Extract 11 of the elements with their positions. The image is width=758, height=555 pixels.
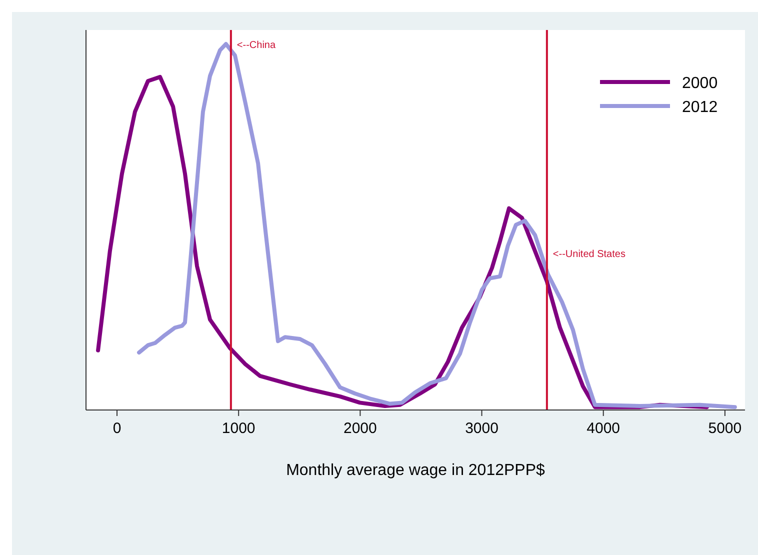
legend-label: 2000: [682, 75, 718, 92]
x-tick-label: 3000: [465, 420, 498, 437]
x-tick-label: 4000: [586, 420, 620, 437]
ref-line-label: <--United States: [552, 249, 626, 260]
x-axis-title: Monthly average wage in 2012PPP$: [286, 462, 546, 479]
x-tick-label: 1000: [222, 420, 256, 437]
x-tick-label: 2000: [343, 420, 377, 437]
x-tick-label: 5000: [708, 420, 742, 437]
ref-line-label: <--China: [236, 40, 276, 51]
x-tick-label: 0: [112, 420, 122, 437]
legend-label: 2012: [682, 99, 718, 116]
